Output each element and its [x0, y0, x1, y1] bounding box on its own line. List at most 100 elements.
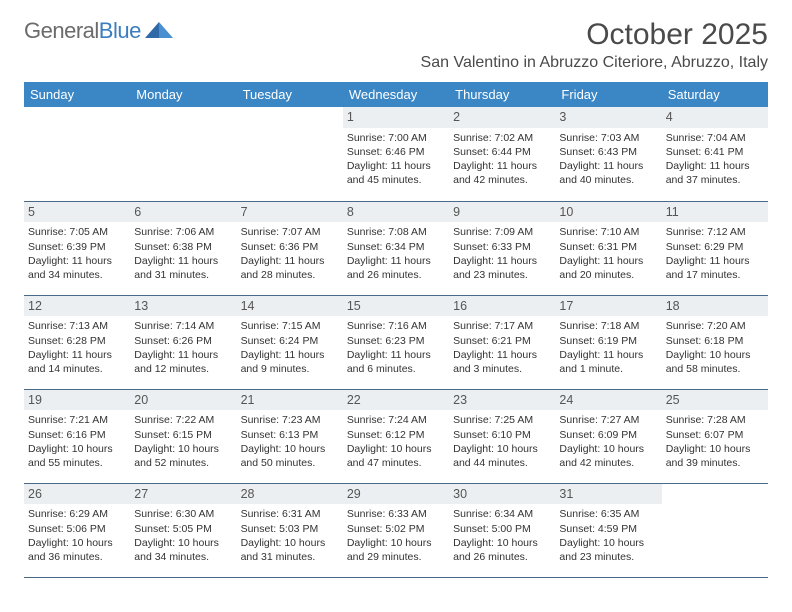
day-number: 22 [343, 390, 449, 411]
cell-text: Sunrise: 6:29 AMSunset: 5:06 PMDaylight:… [28, 507, 126, 564]
cell-line: Sunrise: 7:15 AM [241, 319, 339, 333]
cell-line: and 3 minutes. [453, 362, 551, 376]
day-number: 18 [662, 296, 768, 317]
cell-text: Sunrise: 7:14 AMSunset: 6:26 PMDaylight:… [134, 319, 232, 376]
day-header: Sunday [24, 82, 130, 107]
cell-line: and 29 minutes. [347, 550, 445, 564]
cell-line: Daylight: 11 hours [241, 254, 339, 268]
cell-line: Sunrise: 7:10 AM [559, 225, 657, 239]
day-number: 3 [555, 107, 661, 128]
calendar-cell: 6Sunrise: 7:06 AMSunset: 6:38 PMDaylight… [130, 201, 236, 295]
cell-line: Sunset: 6:10 PM [453, 428, 551, 442]
cell-line: Daylight: 11 hours [347, 159, 445, 173]
calendar-cell [24, 107, 130, 201]
calendar-cell: 16Sunrise: 7:17 AMSunset: 6:21 PMDayligh… [449, 295, 555, 389]
cell-text: Sunrise: 7:22 AMSunset: 6:15 PMDaylight:… [134, 413, 232, 470]
cell-line: and 31 minutes. [241, 550, 339, 564]
cell-line: Daylight: 10 hours [559, 536, 657, 550]
calendar-cell: 9Sunrise: 7:09 AMSunset: 6:33 PMDaylight… [449, 201, 555, 295]
cell-line: Sunset: 6:23 PM [347, 334, 445, 348]
cell-line: Sunset: 6:09 PM [559, 428, 657, 442]
cell-line: Daylight: 10 hours [28, 442, 126, 456]
cell-line: Sunrise: 7:09 AM [453, 225, 551, 239]
calendar-cell: 31Sunrise: 6:35 AMSunset: 4:59 PMDayligh… [555, 483, 661, 577]
cell-line: Daylight: 11 hours [28, 348, 126, 362]
cell-line: Daylight: 11 hours [453, 159, 551, 173]
cell-line: Sunset: 6:44 PM [453, 145, 551, 159]
cell-line: Sunrise: 7:05 AM [28, 225, 126, 239]
cell-line: and 31 minutes. [134, 268, 232, 282]
cell-line: Daylight: 10 hours [453, 536, 551, 550]
calendar-cell: 30Sunrise: 6:34 AMSunset: 5:00 PMDayligh… [449, 483, 555, 577]
cell-line: and 39 minutes. [666, 456, 764, 470]
cell-line: Daylight: 11 hours [666, 159, 764, 173]
cell-text: Sunrise: 6:34 AMSunset: 5:00 PMDaylight:… [453, 507, 551, 564]
cell-text: Sunrise: 7:20 AMSunset: 6:18 PMDaylight:… [666, 319, 764, 376]
day-number: 10 [555, 202, 661, 223]
day-number: 15 [343, 296, 449, 317]
logo-mark-icon [145, 20, 173, 42]
cell-text: Sunrise: 7:03 AMSunset: 6:43 PMDaylight:… [559, 131, 657, 188]
cell-line: Daylight: 11 hours [28, 254, 126, 268]
cell-line: Sunset: 6:33 PM [453, 240, 551, 254]
day-header: Monday [130, 82, 236, 107]
day-number: 13 [130, 296, 236, 317]
cell-line: Sunrise: 7:24 AM [347, 413, 445, 427]
day-number: 16 [449, 296, 555, 317]
cell-line: Sunrise: 6:30 AM [134, 507, 232, 521]
cell-text: Sunrise: 6:35 AMSunset: 4:59 PMDaylight:… [559, 507, 657, 564]
cell-line: Daylight: 11 hours [347, 254, 445, 268]
cell-line: and 40 minutes. [559, 173, 657, 187]
cell-line: Sunset: 6:13 PM [241, 428, 339, 442]
cell-text: Sunrise: 7:13 AMSunset: 6:28 PMDaylight:… [28, 319, 126, 376]
cell-line: and 12 minutes. [134, 362, 232, 376]
cell-line: Sunrise: 7:14 AM [134, 319, 232, 333]
cell-text: Sunrise: 6:33 AMSunset: 5:02 PMDaylight:… [347, 507, 445, 564]
calendar-cell: 3 Sunrise: 7:03 AMSunset: 6:43 PMDaylight… [555, 107, 661, 201]
day-header: Wednesday [343, 82, 449, 107]
cell-line: and 20 minutes. [559, 268, 657, 282]
calendar-cell: 14Sunrise: 7:15 AMSunset: 6:24 PMDayligh… [237, 295, 343, 389]
cell-line: Sunset: 6:31 PM [559, 240, 657, 254]
calendar-cell: 8Sunrise: 7:08 AMSunset: 6:34 PMDaylight… [343, 201, 449, 295]
day-number: 30 [449, 484, 555, 505]
day-number: 11 [662, 202, 768, 223]
cell-line: and 44 minutes. [453, 456, 551, 470]
cell-line: Sunset: 6:12 PM [347, 428, 445, 442]
calendar-cell [237, 107, 343, 201]
cell-line: and 26 minutes. [347, 268, 445, 282]
cell-text: Sunrise: 7:08 AMSunset: 6:34 PMDaylight:… [347, 225, 445, 282]
cell-line: Daylight: 10 hours [28, 536, 126, 550]
header: GeneralBlue October 2025 [24, 18, 768, 52]
cell-line: and 50 minutes. [241, 456, 339, 470]
cell-line: and 42 minutes. [453, 173, 551, 187]
calendar-cell: 28Sunrise: 6:31 AMSunset: 5:03 PMDayligh… [237, 483, 343, 577]
cell-line: Sunrise: 7:02 AM [453, 131, 551, 145]
day-number: 14 [237, 296, 343, 317]
cell-line: Sunrise: 7:12 AM [666, 225, 764, 239]
cell-line: and 26 minutes. [453, 550, 551, 564]
cell-line: Sunrise: 7:20 AM [666, 319, 764, 333]
calendar-cell: 7Sunrise: 7:07 AMSunset: 6:36 PMDaylight… [237, 201, 343, 295]
day-number: 7 [237, 202, 343, 223]
calendar-cell: 20Sunrise: 7:22 AMSunset: 6:15 PMDayligh… [130, 389, 236, 483]
cell-text: Sunrise: 7:06 AMSunset: 6:38 PMDaylight:… [134, 225, 232, 282]
cell-line: and 9 minutes. [241, 362, 339, 376]
day-number: 29 [343, 484, 449, 505]
cell-text: Sunrise: 7:05 AMSunset: 6:39 PMDaylight:… [28, 225, 126, 282]
cell-text: Sunrise: 7:09 AMSunset: 6:33 PMDaylight:… [453, 225, 551, 282]
cell-line: and 36 minutes. [28, 550, 126, 564]
cell-text: Sunrise: 7:04 AMSunset: 6:41 PMDaylight:… [666, 131, 764, 188]
calendar-cell [662, 483, 768, 577]
cell-line: Daylight: 10 hours [453, 442, 551, 456]
day-header: Thursday [449, 82, 555, 107]
day-number: 28 [237, 484, 343, 505]
cell-text: Sunrise: 7:25 AMSunset: 6:10 PMDaylight:… [453, 413, 551, 470]
cell-line: Sunrise: 7:03 AM [559, 131, 657, 145]
calendar-cell: 10Sunrise: 7:10 AMSunset: 6:31 PMDayligh… [555, 201, 661, 295]
calendar-cell: 4Sunrise: 7:04 AMSunset: 6:41 PMDaylight… [662, 107, 768, 201]
cell-text: Sunrise: 7:21 AMSunset: 6:16 PMDaylight:… [28, 413, 126, 470]
calendar-cell: 2Sunrise: 7:02 AMSunset: 6:44 PMDaylight… [449, 107, 555, 201]
cell-line: Sunset: 6:38 PM [134, 240, 232, 254]
page-subtitle: San Valentino in Abruzzo Citeriore, Abru… [24, 54, 768, 72]
